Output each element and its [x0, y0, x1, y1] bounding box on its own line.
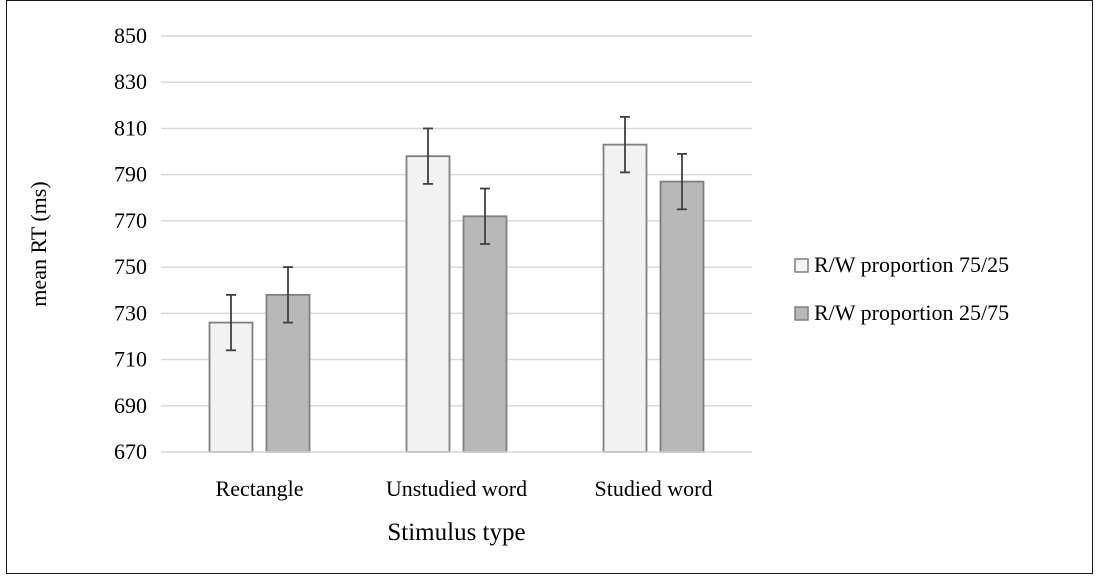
- bar-1-2: [405, 155, 451, 453]
- bar-2-2: [462, 215, 508, 453]
- y-tick-labels: 670 690 710 730 750 770 790 810 830 850: [114, 23, 147, 464]
- y-tick-label: 850: [114, 23, 147, 48]
- x-tick-label: Rectangle: [216, 476, 304, 501]
- y-tick-label: 690: [114, 393, 147, 418]
- x-tick-label: Studied word: [595, 476, 713, 501]
- y-axis-title: mean RT (ms): [26, 181, 51, 306]
- x-tick-labels: Rectangle Unstudied word Studied word: [216, 476, 713, 501]
- x-axis-title: Stimulus type: [387, 519, 525, 546]
- y-tick-label: 770: [114, 208, 147, 233]
- y-tick-label: 670: [114, 439, 147, 464]
- legend-swatch-1: [794, 258, 809, 273]
- legend-swatch-2: [794, 306, 809, 321]
- y-tick-label: 750: [114, 254, 147, 279]
- y-tick-label: 790: [114, 162, 147, 187]
- y-tick-label: 810: [114, 115, 147, 140]
- legend: R/W proportion 75/25 R/W proportion 25/75: [794, 252, 1009, 325]
- x-tick-label: Unstudied word: [386, 476, 527, 501]
- gridlines: [161, 35, 752, 407]
- legend-label-2: R/W proportion 25/75: [814, 300, 1009, 325]
- legend-label-1: R/W proportion 75/25: [814, 252, 1009, 277]
- y-tick-label: 730: [114, 300, 147, 325]
- bar-1-3: [602, 143, 648, 453]
- y-tick-label: 710: [114, 347, 147, 372]
- y-tick-label: 830: [114, 69, 147, 94]
- error-bars: [226, 115, 687, 352]
- bar-2-3: [659, 180, 705, 453]
- chart-frame: [6, 0, 1093, 574]
